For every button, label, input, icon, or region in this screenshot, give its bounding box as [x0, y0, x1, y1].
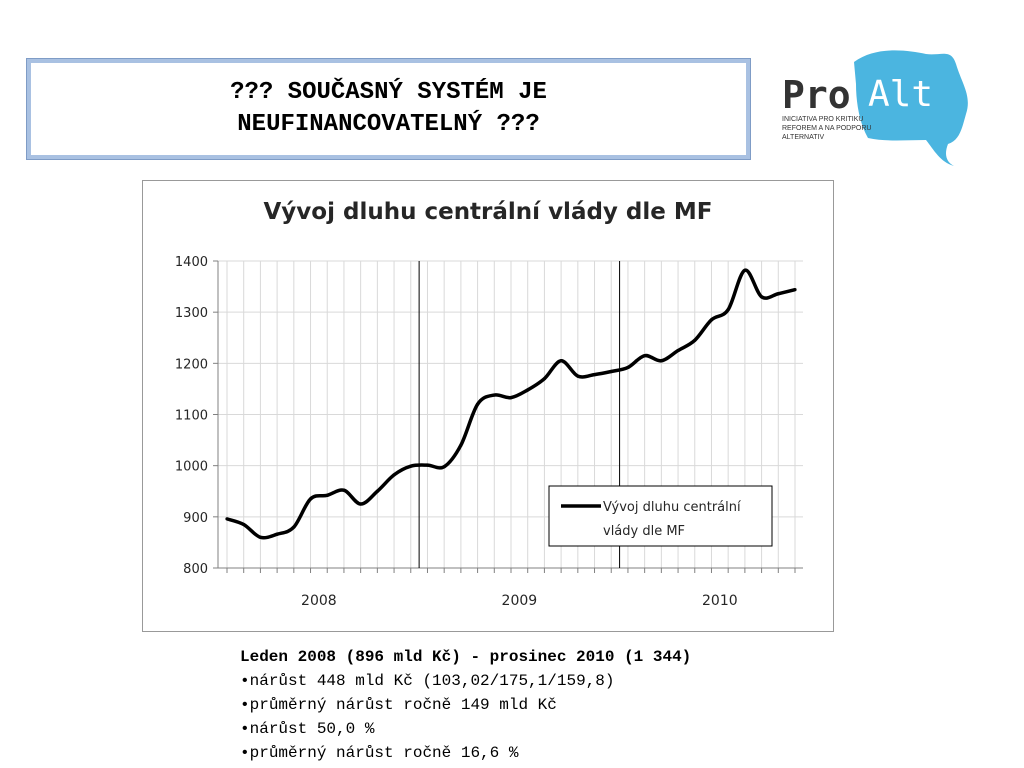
data-point — [793, 288, 797, 292]
logo-tagline-1: INICIATIVA PRO KRITIKU — [782, 116, 863, 123]
data-point — [559, 359, 563, 363]
data-point — [409, 464, 413, 468]
legend-label-line-1: Vývoj dluhu centrální — [603, 500, 741, 515]
notes-bullet: průměrný nárůst ročně 149 mld Kč — [240, 693, 860, 717]
data-point — [709, 318, 714, 322]
data-point — [676, 348, 680, 353]
y-tick-label: 800 — [183, 562, 208, 577]
notes-block: Leden 2008 (896 mld Kč) - prosinec 2010 … — [240, 645, 860, 765]
proalt-logo: Pro Alt INICIATIVA PRO KRITIKU REFOREM A… — [776, 44, 976, 168]
slide-title-line-2: NEUFINANCOVATELNÝ ??? — [237, 111, 540, 138]
data-point — [592, 372, 597, 377]
data-point — [643, 354, 647, 358]
slide-title-line-1: ??? SOUČASNÝ SYSTÉM JE — [230, 79, 547, 106]
logo-tagline-3: ALTERNATIV — [782, 134, 824, 141]
notes-bullet: nárůst 448 mld Kč (103,02/175,1/159,8) — [240, 669, 860, 693]
y-tick-label: 1000 — [175, 460, 208, 475]
data-point — [308, 497, 313, 501]
data-point — [325, 493, 329, 497]
chart-title: Vývoj dluhu centrální vlády dle MF — [263, 199, 713, 225]
data-point — [459, 443, 463, 447]
data-point — [359, 502, 363, 506]
y-tick-label: 900 — [183, 511, 208, 526]
data-point — [375, 489, 379, 493]
data-point — [492, 393, 496, 397]
logo-text-alt: Alt — [868, 74, 933, 115]
notes-bullet: průměrný nárůst ročně 16,6 % — [240, 741, 860, 765]
y-tick-label: 1200 — [175, 357, 208, 372]
chart-plot: 800 900 1000 1100 1200 1300 1400 2008 2009 2010 Vý… — [175, 255, 803, 609]
notes-bullet: nárůst 50,0 % — [240, 717, 860, 741]
data-point — [442, 465, 446, 469]
data-point — [759, 295, 764, 299]
data-point — [526, 388, 530, 392]
data-point — [693, 338, 697, 342]
data-point — [776, 292, 780, 296]
slide-title: ??? SOUČASNÝ SYSTÉM JE NEUFINANCOVATELNÝ… — [26, 58, 751, 160]
data-point — [292, 525, 296, 529]
x-year-label: 2009 — [502, 593, 538, 609]
data-point — [425, 463, 430, 467]
x-year-label: 2010 — [702, 593, 738, 609]
y-tick-label: 1100 — [175, 409, 208, 424]
data-point — [743, 268, 747, 272]
notes-headline: Leden 2008 (896 mld Kč) - prosinec 2010 … — [240, 648, 692, 666]
data-point — [726, 308, 730, 312]
data-point — [342, 488, 346, 492]
data-point — [659, 359, 663, 363]
data-point — [626, 365, 630, 370]
data-point — [392, 473, 396, 477]
legend-box — [548, 485, 773, 547]
logo-flag-shape — [854, 50, 968, 167]
data-point — [225, 517, 229, 521]
data-point — [609, 369, 613, 374]
data-point — [275, 532, 279, 536]
debt-chart: Vývoj dluhu centrální vlády dle MF 800 90… — [142, 180, 834, 632]
data-point — [509, 396, 513, 400]
data-point — [542, 377, 547, 381]
data-point — [242, 522, 246, 527]
data-point — [475, 402, 480, 406]
logo-tagline-2: REFOREM A NA PODPORU — [782, 125, 871, 132]
legend-label-line-2: vlády dle MF — [603, 524, 685, 539]
logo-text-pro: Pro — [782, 73, 851, 117]
data-point — [258, 535, 263, 539]
y-tick-label: 1300 — [175, 306, 208, 321]
proalt-logo-graphic: Pro Alt INICIATIVA PRO KRITIKU REFOREM A… — [782, 50, 968, 167]
data-point — [576, 374, 580, 378]
x-year-label: 2008 — [301, 593, 337, 609]
y-tick-label: 1400 — [175, 255, 208, 270]
